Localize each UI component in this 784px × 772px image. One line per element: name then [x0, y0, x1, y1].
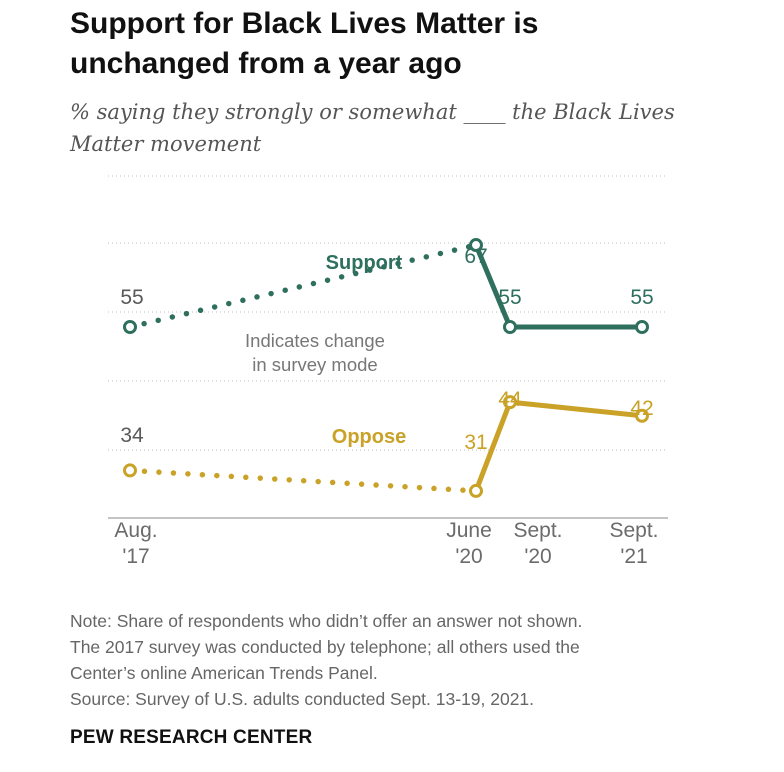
- support-series-label: Support: [326, 252, 403, 274]
- x-tick-label-3-line-1: Sept.: [513, 519, 562, 542]
- x-tick-label-4-line-2: '21: [620, 545, 647, 568]
- chart-title-line-2: unchanged from a year ago: [70, 47, 462, 80]
- oppose-point-1: [123, 463, 137, 478]
- x-tick-label-2-line-1: June: [446, 519, 492, 542]
- oppose-line-dotted: [127, 467, 479, 494]
- annotation-line-1: Indicates change: [245, 330, 385, 351]
- oppose-data-label-3: 44: [498, 388, 522, 411]
- support-data-label-3: 55: [498, 286, 521, 309]
- oppose-data-label-2: 31: [464, 431, 487, 454]
- x-tick-label-1-line-1: Aug.: [114, 519, 157, 542]
- x-tick-label-1-line-2: '17: [122, 545, 149, 568]
- note-line-1: Note: Share of respondents who didn’t of…: [70, 611, 583, 631]
- oppose-point-2: [469, 483, 483, 498]
- oppose-series-label: Oppose: [332, 426, 406, 448]
- source-line: Source: Survey of U.S. adults conducted …: [70, 689, 535, 709]
- support-data-label-1: 55: [120, 286, 143, 309]
- note-line-2: The 2017 survey was conducted by telepho…: [70, 637, 580, 657]
- support-data-label-2: 67: [464, 245, 487, 268]
- oppose-line-solid: [473, 399, 645, 494]
- x-tick-label-2-line-2: '20: [455, 545, 482, 568]
- chart-subtitle-line-2: Matter movement: [70, 132, 262, 156]
- support-line-dotted: [127, 242, 479, 330]
- line-chart: 55 67 55 55 34 31 44 42 Support Oppose Indicates c…: [108, 175, 668, 568]
- support-point-3: [503, 320, 517, 334]
- support-point-2: [469, 238, 483, 253]
- support-data-label-4: 55: [630, 286, 653, 309]
- note-line-3: Center’s online American Trends Panel.: [70, 663, 378, 683]
- x-tick-label-3-line-2: '20: [524, 545, 551, 568]
- chart-notes: Note: Share of respondents who didn’t of…: [70, 608, 750, 712]
- chart-subtitle: % saying they strongly or somewhat ____ …: [70, 96, 730, 160]
- x-tick-label-4-line-1: Sept.: [609, 519, 658, 542]
- chart-subtitle-line-1: % saying they strongly or somewhat ____ …: [70, 100, 675, 124]
- annotation-line-2: in survey mode: [252, 354, 377, 375]
- chart-title: Support for Black Lives Matter is unchan…: [70, 4, 750, 84]
- oppose-point-3: [503, 395, 517, 410]
- support-point-4: [635, 320, 649, 334]
- oppose-point-4: [635, 408, 649, 423]
- oppose-data-label-1: 34: [120, 424, 144, 447]
- chart-title-line-1: Support for Black Lives Matter is: [70, 7, 539, 40]
- support-point-1: [123, 320, 137, 334]
- source-organization: PEW RESEARCH CENTER: [70, 727, 313, 748]
- oppose-data-label-4: 42: [630, 397, 653, 420]
